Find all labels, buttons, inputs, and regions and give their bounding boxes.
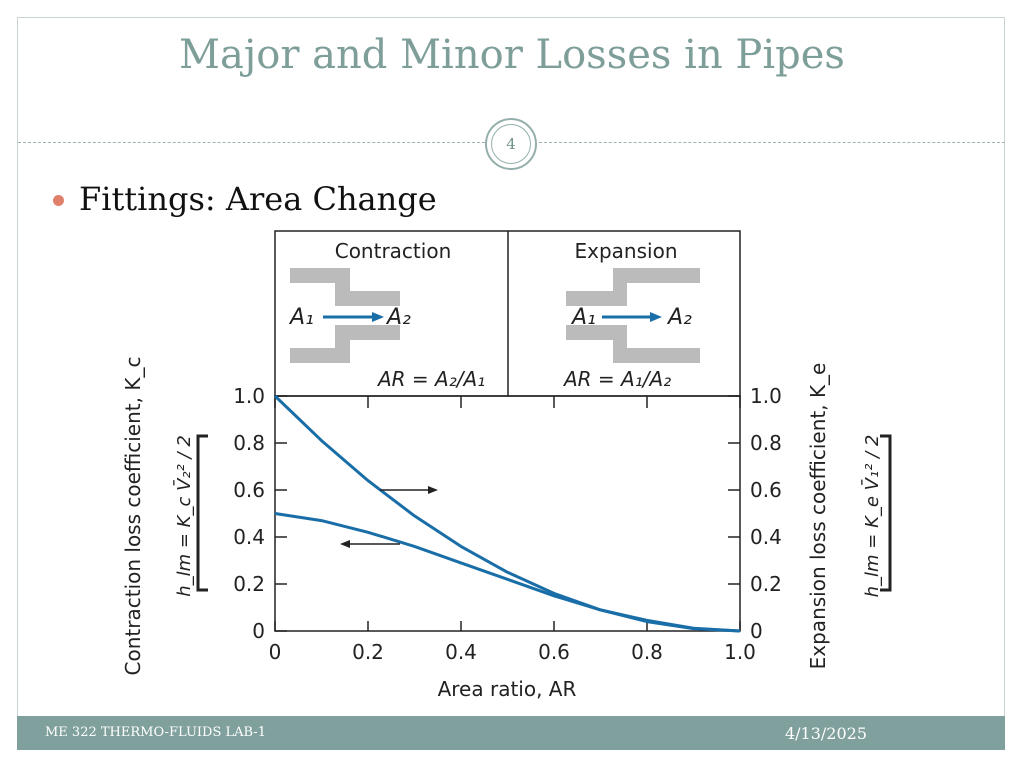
left-y-tick-label: 0.2 — [233, 572, 265, 596]
expansion-curve — [273, 394, 741, 633]
slide-footer: ME 322 THERMO-FLUIDS LAB-1 4/13/2025 — [17, 716, 1005, 750]
left-bracket — [196, 434, 208, 592]
contraction-a1-label: A₁ — [288, 305, 314, 330]
right-bracket — [880, 434, 892, 592]
expansion-a2-label: A₂ — [666, 305, 692, 330]
left-y-tick-label: 0 — [252, 619, 265, 643]
expansion-formula: AR = A₁/A₂ — [562, 367, 671, 391]
right-y-tick-label: 0.6 — [750, 478, 782, 502]
right-bracket-formula: h_lm = K_e V̄₁² / 2 — [861, 435, 883, 598]
x-tick-label: 0.4 — [445, 640, 477, 664]
contraction-title: Contraction — [335, 239, 452, 263]
plot-area — [274, 395, 741, 632]
right-y-tick-label: 0.8 — [750, 431, 782, 455]
bullet-text: Fittings: Area Change — [79, 180, 437, 218]
x-tick-labels: 0 0.2 0.4 0.6 0.8 1.0 — [269, 640, 756, 664]
bullet-icon — [53, 195, 64, 206]
title-divider-right — [539, 142, 1005, 143]
slide-number-badge: 4 — [485, 118, 537, 170]
axis-ticks — [274, 395, 741, 632]
right-y-tick-labels: 0 0.2 0.4 0.6 0.8 1.0 — [750, 384, 782, 643]
contraction-upper-wall — [290, 268, 400, 306]
expansion-lower-wall — [566, 325, 700, 363]
expansion-arrowhead — [650, 312, 662, 322]
left-y-tick-label: 0.4 — [233, 525, 265, 549]
right-y-tick-label: 0.2 — [750, 572, 782, 596]
x-tick-label: 0.2 — [352, 640, 384, 664]
right-y-tick-label: 0 — [750, 619, 763, 643]
x-tick-label: 0 — [269, 640, 282, 664]
left-y-tick-label: 0.6 — [233, 478, 265, 502]
x-tick-label: 1.0 — [724, 640, 756, 664]
slide-title: Major and Minor Losses in Pipes — [179, 32, 845, 78]
footer-course: ME 322 THERMO-FLUIDS LAB-1 — [45, 725, 266, 740]
loss-curves — [273, 394, 741, 633]
contraction-formula: AR = A₂/A₁ — [376, 367, 485, 391]
contraction-axis-pointer-head — [340, 540, 350, 548]
left-bracket-formula: h_lm = K_c V̄₂² / 2 — [173, 435, 195, 597]
right-y-tick-label: 0.4 — [750, 525, 782, 549]
footer-date: 4/13/2025 — [784, 724, 867, 743]
contraction-lower-wall — [290, 325, 400, 363]
x-axis-label: Area ratio, AR — [438, 677, 577, 701]
expansion-a1-label: A₁ — [570, 305, 596, 330]
expansion-upper-wall — [566, 268, 700, 306]
contraction-curve — [274, 512, 741, 633]
slide-number: 4 — [491, 124, 531, 164]
right-y-axis-label: Expansion loss coefficient, K_e — [806, 363, 830, 670]
left-y-tick-label: 0.8 — [233, 431, 265, 455]
expansion-axis-pointer-head — [428, 486, 438, 494]
x-tick-label: 0.6 — [538, 640, 570, 664]
x-tick-label: 0.8 — [631, 640, 663, 664]
left-y-tick-labels: 0 0.2 0.4 0.6 0.8 1.0 — [233, 384, 265, 643]
title-divider-left — [18, 142, 485, 143]
left-y-axis-label: Contraction loss coefficient, K_c — [121, 357, 145, 676]
contraction-arrowhead — [372, 312, 384, 322]
left-y-tick-label: 1.0 — [233, 384, 265, 408]
contraction-a2-label: A₂ — [385, 305, 411, 330]
right-y-tick-label: 1.0 — [750, 384, 782, 408]
expansion-title: Expansion — [575, 239, 678, 263]
loss-coefficient-chart: Contraction A₁ A₂ AR = A₂/A₁ Expansion A… — [121, 230, 892, 701]
